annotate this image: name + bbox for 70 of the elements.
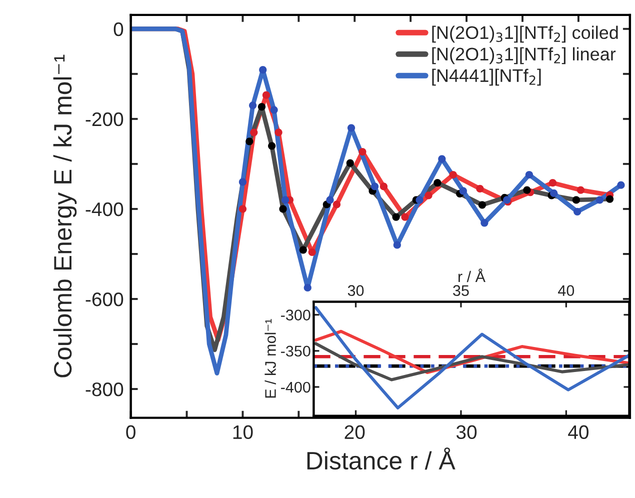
point xyxy=(380,182,388,190)
y-tick-label: -300 xyxy=(281,310,310,320)
x-tick-label: 40 xyxy=(568,425,588,440)
x-tick-label: 10 xyxy=(233,425,253,440)
x-axis-title: Distance r / Å xyxy=(307,447,456,470)
point xyxy=(308,248,316,256)
y-axis-title: Coulomb Energy E / kJ mol⁻¹ xyxy=(53,54,77,378)
point xyxy=(281,196,290,204)
point xyxy=(279,205,287,213)
point xyxy=(596,196,604,204)
point xyxy=(523,186,531,194)
x-tick-label: 30 xyxy=(348,285,364,296)
point xyxy=(401,213,409,221)
point xyxy=(576,186,584,194)
point xyxy=(268,142,276,150)
point xyxy=(480,219,488,227)
point xyxy=(238,205,247,213)
point xyxy=(262,91,270,99)
legend-label: [N(2O1)$_{3}$1][NTf$_{2}$] linear xyxy=(432,47,616,64)
point xyxy=(478,201,486,209)
y-tick-label: 0 xyxy=(114,22,124,36)
point xyxy=(525,170,534,179)
point xyxy=(459,187,467,195)
point xyxy=(258,102,266,111)
x-axis-title: r / Å xyxy=(458,268,486,282)
point xyxy=(299,246,307,254)
x-tick-label: 20 xyxy=(344,425,365,440)
point xyxy=(449,170,457,179)
point xyxy=(438,155,446,163)
point xyxy=(246,138,254,146)
y-tick-label: -200 xyxy=(86,112,124,126)
legend-label: [N(2O1)$_{3}$1][NTf$_{2}$] coiled xyxy=(432,26,618,43)
point xyxy=(332,200,341,208)
point xyxy=(476,184,484,192)
y-axis-title: E / kJ mol⁻¹ xyxy=(264,319,276,398)
legend-label: [N4441][NTf$_{2}$] xyxy=(432,68,541,86)
point xyxy=(270,106,278,114)
point xyxy=(250,128,258,136)
point xyxy=(424,192,432,200)
point xyxy=(326,196,334,204)
y-tick-label: -350 xyxy=(281,346,310,357)
point xyxy=(370,182,379,190)
y-tick-label: -600 xyxy=(86,292,124,306)
y-tick-label: -400 xyxy=(86,202,124,216)
point xyxy=(274,128,282,136)
point xyxy=(347,124,356,132)
point xyxy=(346,159,354,167)
line-series xyxy=(314,306,630,410)
point xyxy=(304,284,312,292)
line-series xyxy=(314,342,630,382)
x-tick-label: 35 xyxy=(453,285,469,296)
x-tick-label: 30 xyxy=(456,425,477,440)
point xyxy=(238,178,247,186)
point xyxy=(393,241,401,249)
point xyxy=(434,179,442,187)
point xyxy=(248,102,257,110)
point xyxy=(606,195,614,203)
point xyxy=(617,181,625,189)
point xyxy=(548,179,557,187)
point xyxy=(574,208,582,216)
point xyxy=(550,189,558,197)
point xyxy=(259,66,267,74)
y-tick-label: -400 xyxy=(281,382,310,393)
x-tick-label: 0 xyxy=(126,425,136,440)
point xyxy=(358,148,366,156)
point xyxy=(416,196,424,204)
point xyxy=(572,196,580,204)
y-tick-label: -800 xyxy=(86,382,124,396)
x-tick-label: 40 xyxy=(558,285,574,296)
point xyxy=(392,213,400,221)
